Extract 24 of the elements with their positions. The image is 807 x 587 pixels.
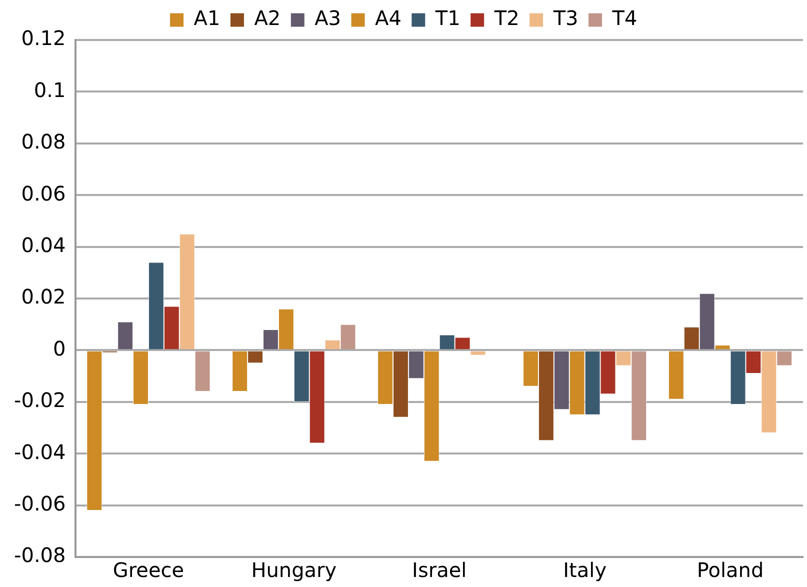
x-tick-label: Greece (112, 558, 184, 582)
legend-label: T4 (611, 6, 638, 30)
y-tick-label: 0.08 (21, 130, 66, 154)
legend-label: A4 (375, 6, 402, 30)
legend-label: T1 (434, 6, 460, 30)
y-tick-label: 0.12 (21, 26, 66, 50)
legend-label: T2 (493, 6, 520, 30)
y-tick-label: 0.1 (34, 78, 66, 102)
y-tick-label: -0.02 (14, 388, 66, 412)
x-tick-label: Israel (412, 558, 467, 582)
y-tick-label: 0 (53, 336, 66, 360)
y-tick-label: 0.06 (21, 181, 66, 206)
legend-label: A2 (254, 6, 281, 30)
x-tick-label: Poland (696, 558, 764, 582)
y-tick-label: -0.08 (14, 543, 66, 568)
x-tick-label: Hungary (251, 558, 337, 582)
legend-label: T3 (552, 6, 578, 30)
y-tick-label: 0.02 (21, 284, 66, 309)
y-tick-label: -0.04 (14, 440, 66, 464)
y-tick-label: -0.06 (14, 492, 66, 516)
y-tick-label: 0.04 (21, 233, 66, 258)
x-tick-label: Italy (563, 558, 607, 582)
legend-label: A3 (314, 6, 342, 30)
legend-label: A1 (194, 6, 220, 30)
